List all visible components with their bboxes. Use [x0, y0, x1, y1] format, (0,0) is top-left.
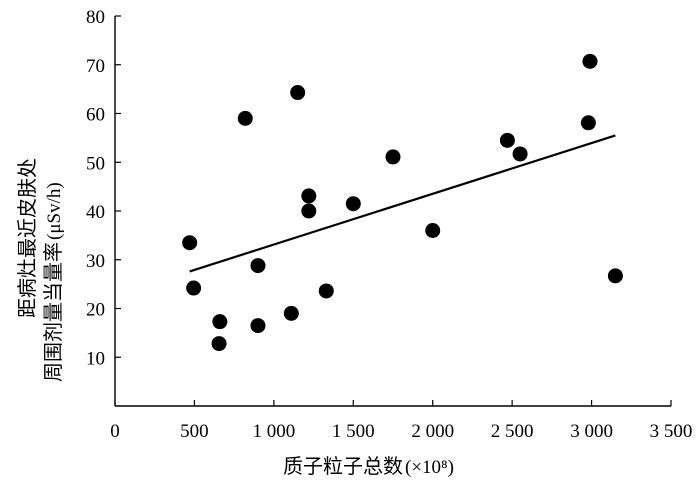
data-points [182, 53, 623, 352]
x-tick-label: 2 000 [411, 421, 454, 442]
data-point [345, 196, 361, 212]
data-point [283, 305, 299, 321]
x-tick-label: 2 500 [491, 421, 534, 442]
data-point [212, 314, 228, 330]
trendline-group [189, 134, 616, 273]
y-tick-label: 50 [86, 153, 105, 174]
data-point [301, 203, 317, 219]
x-tick-label: 0 [110, 421, 120, 442]
data-point [499, 132, 515, 148]
data-point [237, 110, 253, 126]
data-point [250, 318, 266, 334]
data-point [607, 268, 623, 284]
data-point [318, 283, 334, 299]
data-point [186, 280, 202, 296]
tick-labels: 0 500 1 000 1 500 2 000 2 500 3 000 3 500 10 20 30… [86, 7, 692, 442]
trendline [189, 134, 616, 273]
y-tick-label: 20 [86, 300, 105, 321]
data-point [512, 146, 528, 162]
y-tick-label: 10 [86, 348, 105, 369]
x-tick-label: 1 500 [332, 421, 375, 442]
x-axis-title: 质子粒子总数 [283, 454, 403, 478]
data-point [250, 258, 266, 274]
y-axis-unit: (μSv/h) [44, 182, 65, 240]
y-tick-label: 30 [86, 251, 105, 272]
x-axis-unit: (×10⁸) [405, 457, 454, 478]
x-tick-label: 3 000 [570, 421, 613, 442]
data-point [580, 115, 596, 131]
data-point [211, 336, 227, 352]
x-tick-label: 500 [180, 421, 209, 442]
data-point [301, 188, 317, 204]
x-tick-label: 1 000 [252, 421, 295, 442]
data-point [182, 235, 198, 251]
y-tick-label: 80 [86, 7, 105, 28]
y-axis-title-line1: 距病灶最近皮肤处 [15, 158, 39, 318]
y-tick-label: 60 [86, 105, 105, 126]
y-axis-title-line2: 周围剂量当量率 [41, 242, 65, 382]
data-point [290, 85, 306, 101]
axes [114, 15, 672, 407]
data-point [582, 53, 598, 69]
data-point [425, 223, 441, 238]
data-point [385, 149, 401, 165]
y-tick-label: 40 [86, 202, 105, 223]
x-tick-label: 3 500 [650, 421, 693, 442]
y-tick-label: 70 [86, 56, 105, 77]
